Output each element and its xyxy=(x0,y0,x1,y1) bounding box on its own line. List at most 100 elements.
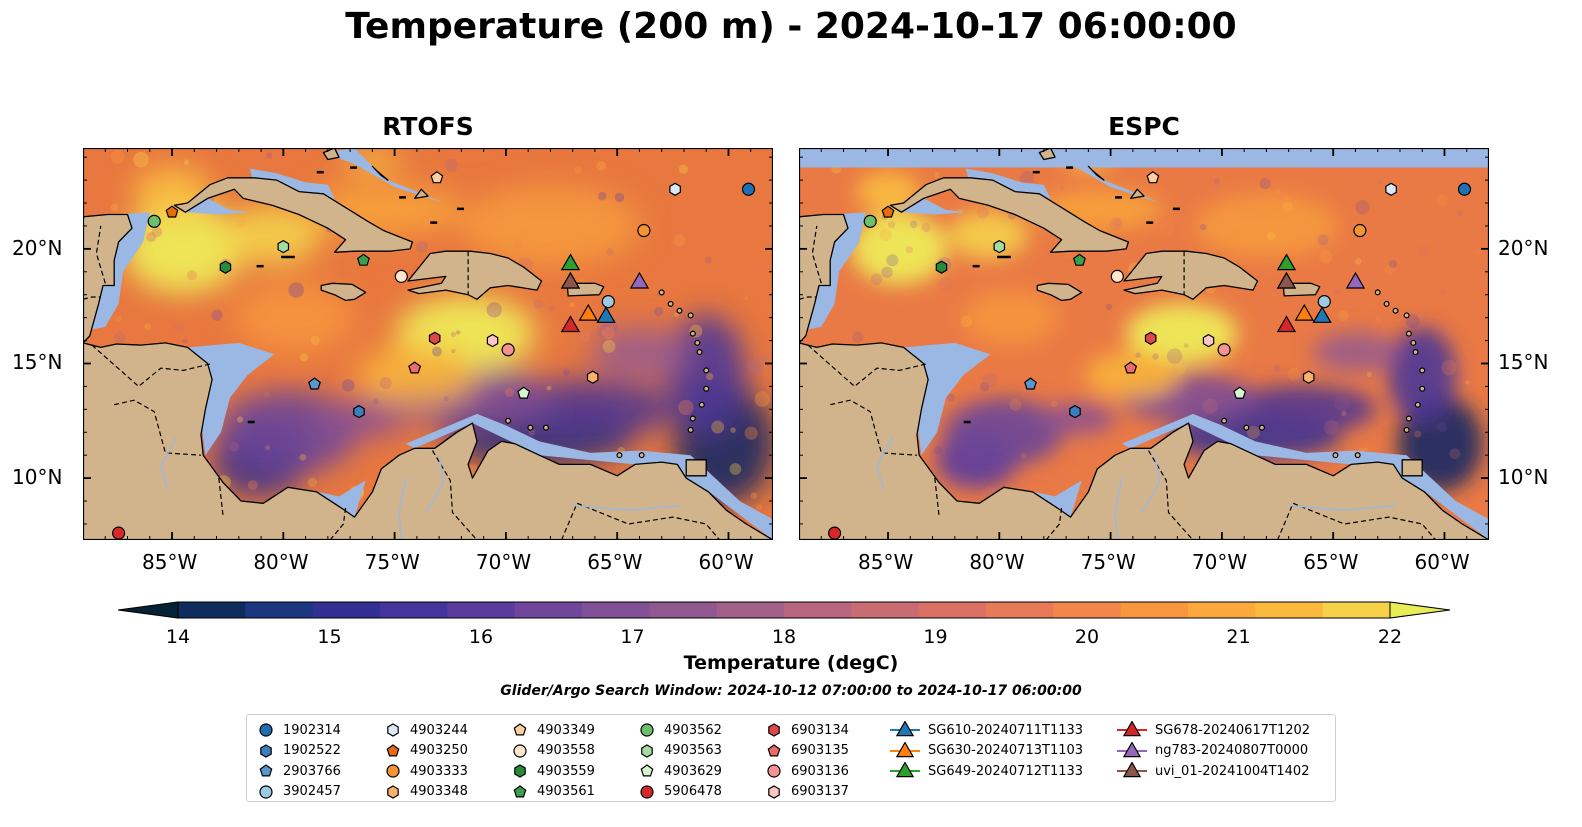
colorbar-extend-min xyxy=(117,601,179,619)
colorbar-frame xyxy=(177,601,1391,619)
shelf-water xyxy=(1121,413,1489,540)
land-bahamas1 xyxy=(1038,148,1056,161)
island xyxy=(1392,307,1399,314)
eddy-speckle xyxy=(151,226,163,238)
eddy-speckle xyxy=(307,477,318,488)
obs-4903244 xyxy=(1385,182,1397,196)
obs-4903563 xyxy=(993,239,1006,254)
espc-map xyxy=(799,148,1489,540)
small-island xyxy=(287,255,295,259)
eddy-speckle xyxy=(750,492,758,499)
eddy-speckle xyxy=(1199,223,1207,231)
obs-4903563 xyxy=(277,239,290,254)
eddy-speckle xyxy=(1183,343,1189,349)
eddy-speckle xyxy=(933,172,940,178)
legend-label: 6903137 xyxy=(791,784,849,799)
eddy-speckle xyxy=(1282,201,1293,213)
island xyxy=(527,424,534,431)
legend-marker xyxy=(513,723,527,736)
eddy-speckle xyxy=(870,273,883,285)
cool-water-patch xyxy=(316,398,407,439)
obs-4903629 xyxy=(1233,386,1247,399)
eddy-speckle xyxy=(879,175,887,183)
small-island xyxy=(1066,166,1074,169)
island xyxy=(1243,424,1250,431)
legend-pentagon xyxy=(513,784,527,797)
obs-6903135 xyxy=(408,361,422,374)
no-data-band xyxy=(799,148,840,164)
eddy-speckle xyxy=(760,354,769,363)
island xyxy=(689,330,696,337)
eddy-speckle xyxy=(486,302,502,318)
small-island xyxy=(399,196,407,199)
eddy-speckle xyxy=(229,441,239,452)
eddy-speckle xyxy=(979,382,990,392)
legend-marker xyxy=(640,784,654,799)
island xyxy=(1383,300,1390,307)
eddy-speckle xyxy=(1475,248,1483,256)
river xyxy=(160,436,178,490)
eddy-speckle xyxy=(423,219,431,227)
eddy-speckle xyxy=(1112,217,1123,227)
warm-water-patch xyxy=(1125,303,1238,365)
lat-tick-label-right: 15°N xyxy=(1498,350,1549,375)
eddy-speckle xyxy=(881,266,893,278)
legend-marker xyxy=(890,741,920,757)
small-island xyxy=(1003,255,1011,259)
eddy-speckle xyxy=(596,161,607,171)
obs-1902314 xyxy=(741,182,756,196)
legend-triangle xyxy=(1122,741,1142,757)
legend-label: 4903558 xyxy=(537,743,595,758)
country-border xyxy=(799,296,817,300)
legend-marker xyxy=(259,784,273,799)
legend-pentagon xyxy=(640,764,654,777)
country-border xyxy=(114,399,202,456)
obs-6903137 xyxy=(1202,333,1215,348)
obs-4903559 xyxy=(219,260,232,274)
obs-4903349 xyxy=(1146,171,1160,184)
legend-hexagon xyxy=(768,723,780,737)
eddy-speckle xyxy=(756,504,763,511)
small-island xyxy=(316,170,324,174)
obs-3902457 xyxy=(1317,294,1331,309)
island xyxy=(616,452,623,459)
eddy-speckle xyxy=(579,331,591,343)
legend-circle xyxy=(259,723,273,737)
legend-item: ng783-20240807T0000 xyxy=(1117,741,1308,761)
river xyxy=(876,436,894,490)
land-bahamas1 xyxy=(322,148,340,161)
small-island xyxy=(456,207,464,211)
lon-tick-label: 75°W xyxy=(364,550,420,574)
colorbar-tick-label: 21 xyxy=(1226,626,1251,648)
country-border xyxy=(934,478,940,518)
eddy-speckle xyxy=(1159,220,1176,236)
lon-tick-label: 80°W xyxy=(969,550,1025,574)
land-bahamas2 xyxy=(371,165,389,181)
small-island xyxy=(997,255,1005,259)
eddy-speckle xyxy=(247,480,258,491)
legend-marker xyxy=(767,764,781,778)
obs-4903244 xyxy=(669,182,681,196)
eddy-speckle xyxy=(960,315,973,328)
eddy-speckle xyxy=(1436,421,1447,432)
legend-circle xyxy=(259,784,273,799)
legend-marker xyxy=(641,743,653,758)
obs-SG610-20240711T1133 xyxy=(1312,306,1332,323)
legend-item: 6903137 xyxy=(765,782,849,802)
legend-label: 6903134 xyxy=(791,722,849,738)
eddy-speckle xyxy=(299,453,307,461)
legend-item: 4903250 xyxy=(384,741,468,761)
colorbar-tick-label: 22 xyxy=(1377,626,1403,648)
legend-hexagon xyxy=(514,764,526,778)
colorbar-bin xyxy=(380,602,448,618)
obs-SG678-20240617T1202 xyxy=(1276,315,1297,333)
river xyxy=(1288,504,1396,511)
eddy-speckle xyxy=(1064,252,1071,259)
eddy-speckle xyxy=(1323,420,1339,435)
obs-4903348 xyxy=(1302,370,1315,384)
legend-item: 4903629 xyxy=(638,761,722,781)
land-cuba xyxy=(889,177,1130,253)
country-border xyxy=(830,399,918,456)
search-window-text: Glider/Argo Search Window: 2024-10-12 07… xyxy=(500,683,1082,699)
land-bahamas3 xyxy=(1129,188,1145,200)
